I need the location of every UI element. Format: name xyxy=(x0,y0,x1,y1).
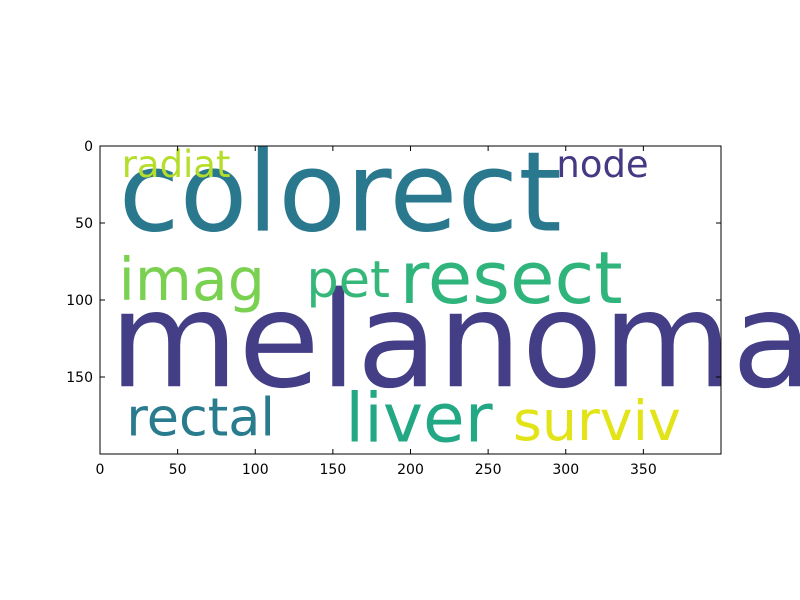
word-rectal: rectal xyxy=(126,388,275,449)
word-resect: resect xyxy=(400,237,623,321)
word-surviv: surviv xyxy=(513,390,681,454)
word-node: node xyxy=(556,143,648,186)
x-tick-label: 200 xyxy=(397,462,424,478)
x-tick-label: 100 xyxy=(242,462,269,478)
axes-background xyxy=(100,146,721,454)
x-tick-label: 150 xyxy=(320,462,347,478)
x-axis: 0 50 100 150 200 250 300 350 xyxy=(96,146,657,478)
word-liver: liver xyxy=(345,379,492,458)
word-imag: imag xyxy=(119,246,265,314)
x-tick-label: 300 xyxy=(552,462,579,478)
word-radiat: radiat xyxy=(122,143,231,186)
x-tick-label: 250 xyxy=(475,462,502,478)
word-pet: pet xyxy=(306,250,389,309)
y-tick-label: 0 xyxy=(84,139,93,155)
y-axis: 0 50 100 150 xyxy=(66,139,721,386)
word-melanoma: melanoma xyxy=(109,264,800,418)
y-tick-label: 50 xyxy=(75,216,93,232)
x-tick-label: 50 xyxy=(169,462,187,478)
x-tick-label: 350 xyxy=(630,462,657,478)
y-tick-label: 150 xyxy=(66,370,93,386)
x-tick-label: 0 xyxy=(96,462,105,478)
y-tick-label: 100 xyxy=(66,293,93,309)
